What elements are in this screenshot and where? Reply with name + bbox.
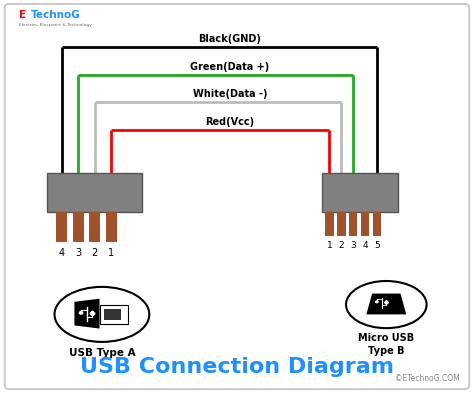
Text: 1: 1	[327, 241, 332, 250]
Text: Green(Data +): Green(Data +)	[190, 62, 270, 72]
Text: 5: 5	[374, 241, 380, 250]
Text: Electron, Electronic & Technology: Electron, Electronic & Technology	[19, 23, 91, 27]
Text: USB Type A: USB Type A	[69, 348, 135, 358]
Circle shape	[375, 300, 379, 303]
Text: Micro USB
Type B: Micro USB Type B	[358, 333, 414, 356]
FancyBboxPatch shape	[89, 212, 100, 242]
Text: 4: 4	[59, 248, 64, 257]
Polygon shape	[366, 294, 406, 314]
FancyBboxPatch shape	[47, 173, 142, 212]
FancyBboxPatch shape	[361, 212, 369, 236]
Text: 2: 2	[91, 248, 98, 257]
Text: E: E	[19, 10, 26, 20]
Text: 3: 3	[75, 248, 81, 257]
Text: 1: 1	[109, 248, 114, 257]
Ellipse shape	[55, 287, 149, 342]
Text: 3: 3	[350, 241, 356, 250]
FancyBboxPatch shape	[325, 212, 334, 236]
FancyBboxPatch shape	[100, 305, 128, 324]
FancyBboxPatch shape	[56, 212, 67, 242]
FancyBboxPatch shape	[349, 212, 357, 236]
Circle shape	[79, 311, 83, 315]
Ellipse shape	[346, 281, 427, 328]
FancyBboxPatch shape	[73, 212, 84, 242]
Text: Black(GND): Black(GND)	[199, 34, 261, 44]
FancyBboxPatch shape	[373, 212, 381, 236]
Polygon shape	[74, 299, 100, 329]
Text: ©ETechnoG.COM: ©ETechnoG.COM	[395, 374, 460, 383]
Text: USB Connection Diagram: USB Connection Diagram	[80, 357, 394, 377]
Text: White(Data -): White(Data -)	[192, 89, 267, 99]
FancyBboxPatch shape	[322, 173, 398, 212]
Text: Red(Vcc): Red(Vcc)	[205, 117, 255, 127]
Text: 2: 2	[338, 241, 344, 250]
FancyBboxPatch shape	[104, 309, 121, 320]
Text: TechnoG: TechnoG	[31, 10, 81, 20]
FancyBboxPatch shape	[106, 212, 117, 242]
Text: 4: 4	[362, 241, 368, 250]
FancyBboxPatch shape	[337, 212, 346, 236]
